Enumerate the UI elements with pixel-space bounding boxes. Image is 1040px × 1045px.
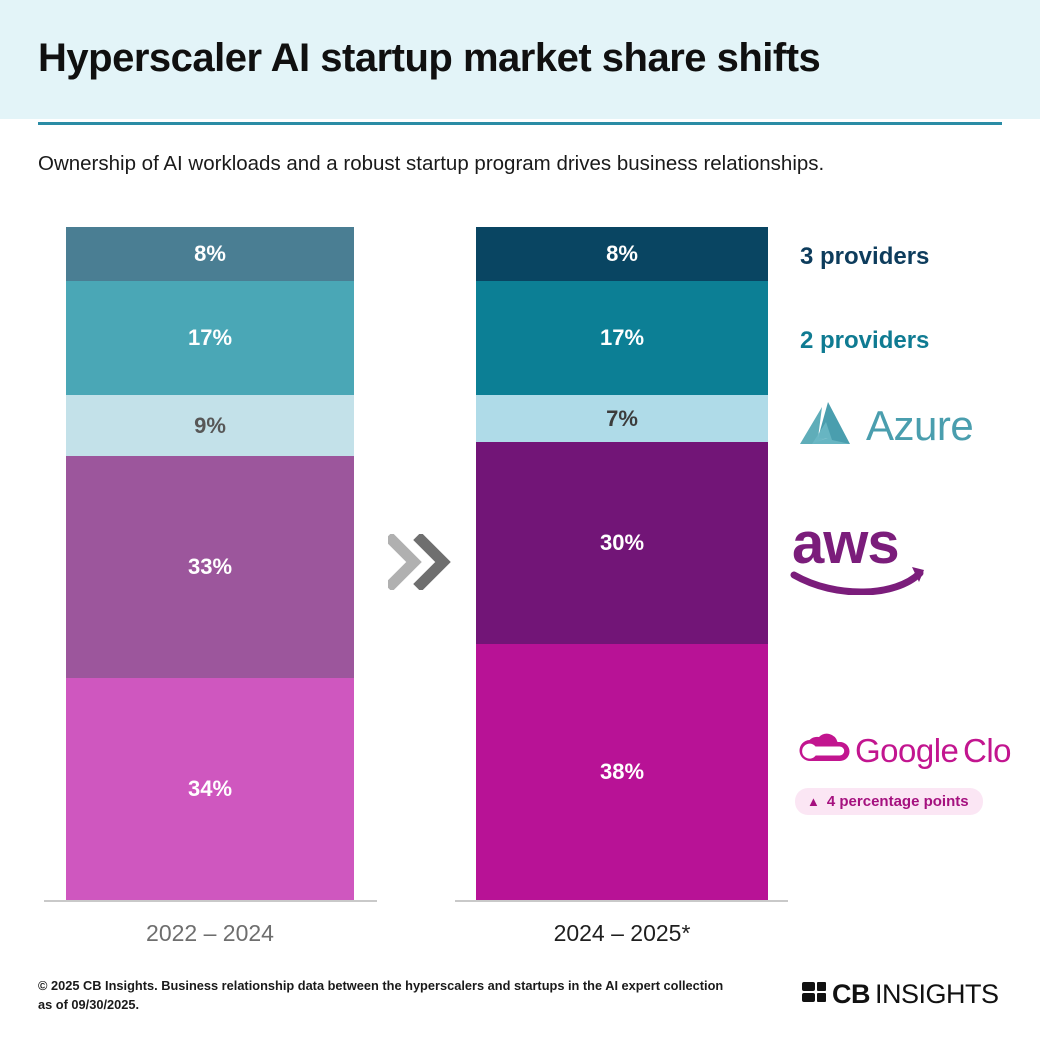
svg-text:CB: CB xyxy=(832,979,870,1009)
svg-text:aws: aws xyxy=(792,513,899,576)
svg-text:Cloud: Cloud xyxy=(963,732,1013,769)
svg-text:Google: Google xyxy=(855,732,958,769)
legend-item-azure: Azure xyxy=(792,398,992,450)
baseline-right xyxy=(455,900,788,902)
segment-label: 17% xyxy=(187,325,233,351)
segment-label: 30% xyxy=(599,530,645,556)
google-cloud-change-badge: ▲ 4 percentage points xyxy=(795,788,983,815)
aws-logo-icon: aws xyxy=(790,511,924,596)
segment-label: 8% xyxy=(606,240,638,266)
segment-2-providers: 17% xyxy=(66,280,354,396)
segment-label: 9% xyxy=(194,412,226,438)
segment-label: 8% xyxy=(194,240,226,266)
segment-label: 34% xyxy=(187,775,233,801)
legend-item-aws: aws xyxy=(788,511,948,596)
bar-2022-2024: 8% 17% 9% 33% 34% xyxy=(66,227,354,900)
triangle-up-icon: ▲ xyxy=(807,794,820,809)
segment-3-providers: 8% xyxy=(66,227,354,281)
legend-item-google-cloud: Google Cloud xyxy=(793,726,1040,772)
axis-label-2022-2024: 2022 – 2024 xyxy=(146,920,274,946)
legend-item-3-providers: 3 providers xyxy=(800,243,930,270)
segment-label: 7% xyxy=(606,405,638,431)
axis-label-2024-2025: 2024 – 2025* xyxy=(553,920,691,946)
svg-text:INSIGHTS: INSIGHTS xyxy=(875,979,999,1009)
legend-item-2-providers: 2 providers xyxy=(800,327,930,354)
cb-insights-logo: CB INSIGHTS xyxy=(802,976,1010,1015)
segment-label: 17% xyxy=(599,325,645,351)
bar-2024-2025: 8% 17% 7% 30% 38% xyxy=(476,227,768,900)
segment-google-cloud: 34% xyxy=(66,677,354,900)
segment-aws: 33% xyxy=(66,455,354,678)
segment-label: 33% xyxy=(187,553,233,579)
baseline-left xyxy=(44,900,377,902)
chevron-double-right-icon xyxy=(384,532,451,592)
header-band xyxy=(0,0,1040,119)
cb-insights-logo-icon: CB INSIGHTS xyxy=(802,979,999,1009)
segment-google-cloud: 38% xyxy=(476,644,768,900)
footnote: © 2025 CB Insights. Business relationshi… xyxy=(38,978,724,1012)
segment-label: 38% xyxy=(599,759,645,785)
page-title: Hyperscaler AI startup market share shif… xyxy=(38,36,821,80)
segment-azure: 7% xyxy=(476,395,768,443)
segment-3-providers: 8% xyxy=(476,227,768,281)
badge-label: 4 percentage points xyxy=(826,793,969,810)
segment-azure: 9% xyxy=(66,395,354,456)
google-cloud-logo-icon: Google Cloud xyxy=(799,732,1040,769)
page-subtitle: Ownership of AI workloads and a robust s… xyxy=(38,152,825,175)
azure-logo-icon: Azure xyxy=(800,402,974,449)
svg-text:Azure: Azure xyxy=(866,402,973,449)
segment-aws: 30% xyxy=(476,442,768,645)
segment-2-providers: 17% xyxy=(476,280,768,396)
transition-chevrons xyxy=(384,532,458,592)
header-divider xyxy=(38,122,1002,125)
